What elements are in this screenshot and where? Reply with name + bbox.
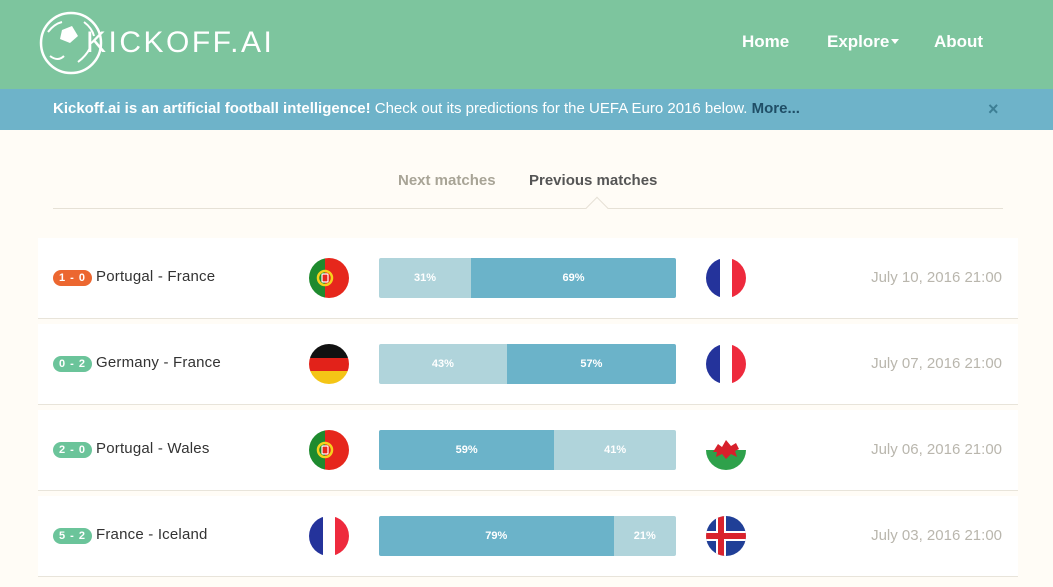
nav-home-link[interactable]: Home xyxy=(742,32,790,51)
match-teams: Germany - France xyxy=(96,354,221,371)
wales-flag-icon xyxy=(706,430,746,470)
home-win-probability: 31% xyxy=(379,258,472,298)
france-flag-icon xyxy=(706,258,746,298)
prediction-bar: 79% 21% xyxy=(379,516,676,556)
match-row[interactable]: 0 - 2 Germany - France 43% 57% July 07, 2016… xyxy=(38,324,1018,405)
nav-explore-dropdown[interactable]: Explore xyxy=(827,32,900,52)
france-flag-icon xyxy=(309,516,349,556)
prediction-bar: 59% 41% xyxy=(379,430,676,470)
logo-text: KICKOFF.AI xyxy=(86,26,275,59)
score-badge: 0 - 2 xyxy=(53,356,93,372)
banner-message: Kickoff.ai is an artificial football int… xyxy=(53,100,800,117)
match-row[interactable]: 1 - 0 Portugal - France 31% 69% July 10, 201… xyxy=(38,238,1018,319)
match-date: July 10, 2016 21:00 xyxy=(871,269,1002,286)
banner-more-link[interactable]: More... xyxy=(751,100,800,117)
iceland-flag-icon xyxy=(706,516,746,556)
match-tabs: Next matches Previous matches xyxy=(53,170,1003,220)
banner-bold-text: Kickoff.ai is an artificial football int… xyxy=(53,100,371,117)
match-row[interactable]: 2 - 0 Portugal - Wales 59% 41% July 06, 2016… xyxy=(38,410,1018,491)
match-date: July 07, 2016 21:00 xyxy=(871,355,1002,372)
match-row[interactable]: 5 - 2 France - Iceland 79% 21% July 03, 2016… xyxy=(38,496,1018,577)
banner-text: Check out its predictions for the UEFA E… xyxy=(370,100,752,117)
prediction-bar: 31% 69% xyxy=(379,258,676,298)
away-win-probability: 41% xyxy=(554,430,676,470)
match-teams: France - Iceland xyxy=(96,526,208,543)
logo[interactable]: KICKOFF.AI xyxy=(38,10,274,76)
info-banner: Kickoff.ai is an artificial football int… xyxy=(0,89,1053,130)
match-teams: Portugal - Wales xyxy=(96,440,210,457)
score-badge: 1 - 0 xyxy=(53,270,93,286)
home-win-probability: 43% xyxy=(379,344,507,384)
home-win-probability: 79% xyxy=(379,516,614,556)
score-badge: 2 - 0 xyxy=(53,442,93,458)
site-header: KICKOFF.AI Home Explore About xyxy=(0,0,1053,89)
soccer-ball-icon xyxy=(39,11,103,75)
germany-flag-icon xyxy=(309,344,349,384)
tab-previous-matches[interactable]: Previous matches xyxy=(529,172,658,189)
caret-down-icon xyxy=(891,39,900,45)
close-icon[interactable]: × xyxy=(988,99,999,119)
nav-explore-label: Explore xyxy=(827,32,890,51)
match-teams: Portugal - France xyxy=(96,268,216,285)
portugal-flag-icon xyxy=(309,430,349,470)
tab-next-matches[interactable]: Next matches xyxy=(398,172,496,189)
match-date: July 03, 2016 21:00 xyxy=(871,527,1002,544)
away-win-probability: 21% xyxy=(613,516,676,556)
home-win-probability: 59% xyxy=(379,430,555,470)
match-date: July 06, 2016 21:00 xyxy=(871,441,1002,458)
france-flag-icon xyxy=(706,344,746,384)
portugal-flag-icon xyxy=(309,258,349,298)
nav-about-link[interactable]: About xyxy=(934,32,984,51)
score-badge: 5 - 2 xyxy=(53,528,93,544)
prediction-bar: 43% 57% xyxy=(379,344,676,384)
away-win-probability: 57% xyxy=(506,344,676,384)
active-tab-indicator xyxy=(585,196,609,220)
away-win-probability: 69% xyxy=(471,258,676,298)
